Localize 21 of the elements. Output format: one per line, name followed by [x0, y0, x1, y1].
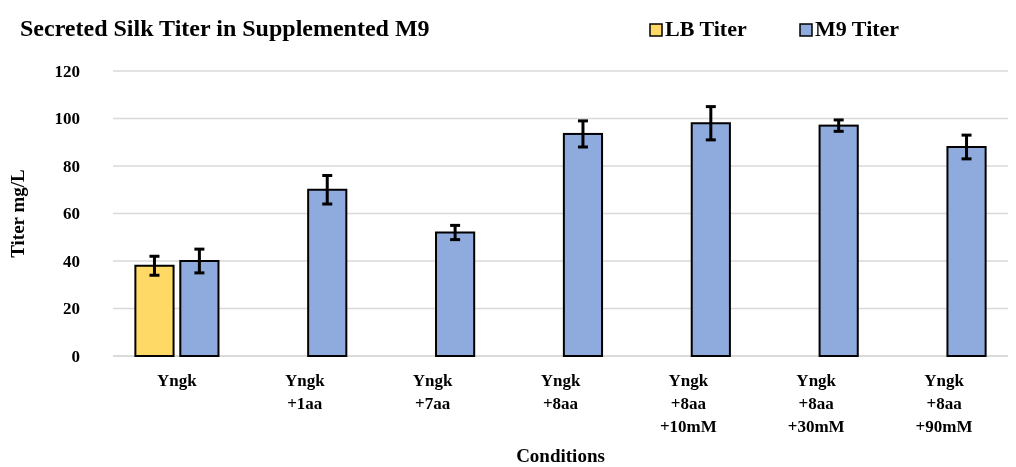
bar	[435, 231, 476, 357]
x-tick-label: Yngk +8aa	[540, 371, 581, 413]
bar	[818, 124, 859, 357]
y-tick-label: 100	[54, 109, 80, 129]
x-tick-label: Yngk	[157, 371, 198, 390]
y-tick-label: 20	[63, 299, 80, 319]
x-tick-label: Yngk +8aa +90mM	[915, 371, 973, 436]
y-tick-label: 40	[63, 251, 80, 271]
y-tick-label: 0	[71, 346, 80, 366]
x-tick-label: Yngk +1aa	[284, 371, 326, 413]
y-axis-title: Titer mg/L	[7, 169, 28, 258]
y-tick-label: 80	[63, 156, 80, 176]
x-tick-label: Yngk +7aa	[412, 371, 454, 413]
x-axis-title: Conditions	[516, 445, 605, 466]
legend-label: LB Titer	[665, 16, 747, 41]
y-tick-label: 120	[54, 61, 80, 81]
chart-title: Secreted Silk Titer in Supplemented M9	[20, 15, 430, 41]
x-tick-label: Yngk +8aa +30mM	[787, 371, 845, 436]
x-tick-label: Yngk +8aa +10mM	[659, 371, 717, 436]
y-tick-label: 60	[63, 204, 80, 224]
legend-label: M9 Titer	[815, 16, 900, 41]
